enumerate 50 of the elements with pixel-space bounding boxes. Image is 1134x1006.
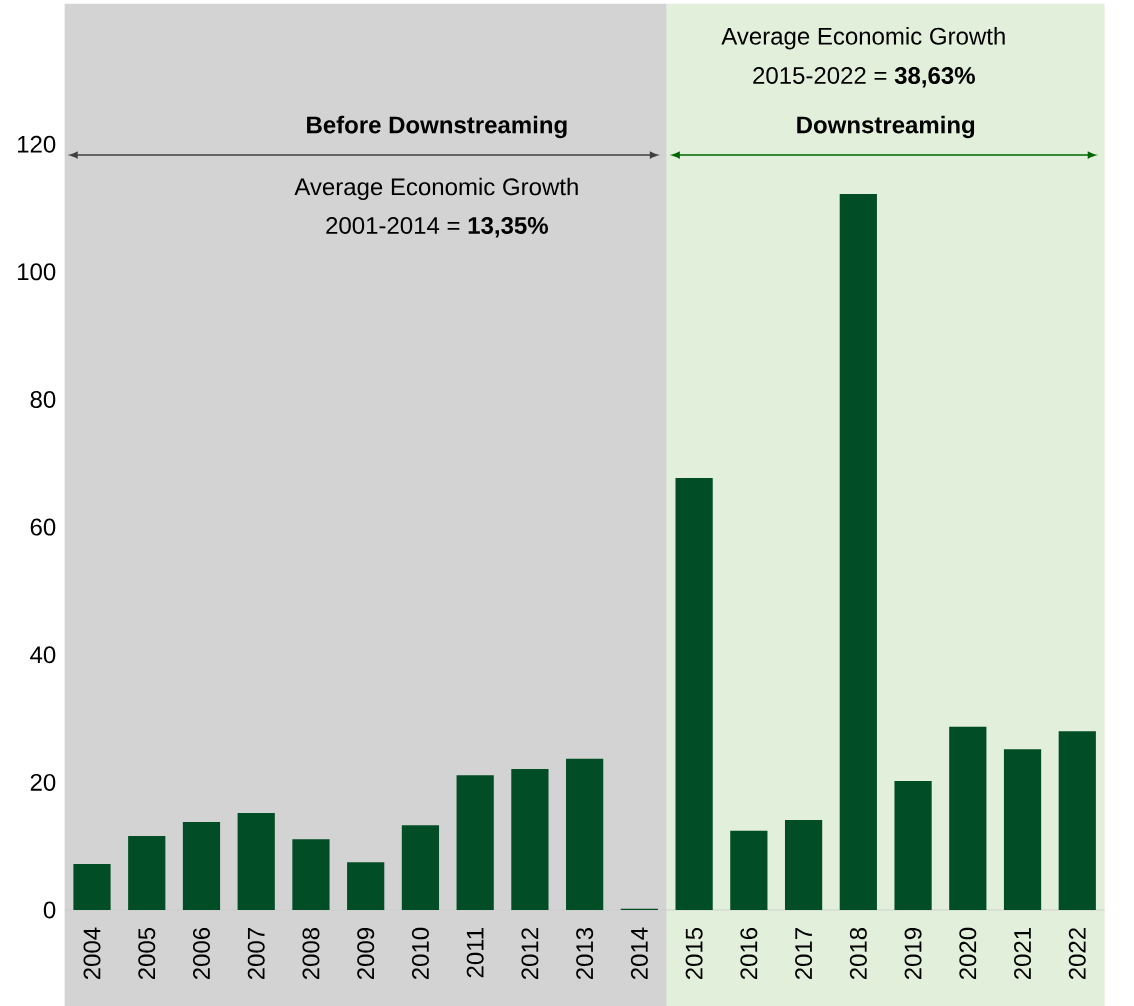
x-tick-label: 2021 (1014, 928, 1032, 980)
bar (1058, 731, 1096, 910)
x-tick-label: 2010 (411, 927, 429, 980)
bar (949, 726, 987, 910)
annotation: 2001-2014 = 13,35% (326, 216, 548, 238)
bar (237, 813, 275, 910)
bar (839, 193, 877, 910)
x-tick-label: 2022 (1068, 928, 1086, 980)
bar (511, 768, 549, 910)
band-label: Before Downstreaming (307, 115, 567, 139)
x-tick-label: 2011 (466, 928, 484, 978)
x-tick-label: 2007 (247, 928, 265, 980)
bar (456, 775, 494, 910)
y-tick-label: 80 (30, 390, 56, 408)
x-tick-label: 2004 (83, 927, 101, 980)
x-tick-label: 2020 (959, 927, 977, 980)
bar (73, 864, 111, 910)
bar (182, 821, 221, 910)
annotation: Average Economic Growth (294, 177, 578, 201)
x-tick-label: 2008 (302, 927, 320, 980)
bar (730, 830, 768, 910)
bar (1003, 749, 1042, 910)
y-tick-label: 0 (43, 901, 56, 919)
annotation: Average Economic Growth (721, 27, 1005, 50)
y-tick-label: 20 (30, 773, 56, 791)
bar (675, 477, 713, 910)
y-tick-label: 60 (30, 518, 56, 536)
x-tick-label: 2016 (740, 927, 758, 980)
x-tick-label: 2006 (192, 927, 210, 980)
x-tick-label: 2018 (849, 927, 867, 980)
x-tick-label: 2013 (576, 927, 594, 980)
annotation: 2015-2022 = 38,63% (753, 66, 975, 88)
x-tick-label: 2014 (630, 927, 648, 980)
bar (347, 862, 385, 910)
y-tick-label: 100 (18, 263, 56, 281)
x-tick-label: 2017 (795, 928, 813, 980)
bar (784, 820, 823, 910)
bar (292, 839, 330, 910)
band-label: Downstreaming (797, 115, 975, 139)
x-tick-label: 2005 (138, 927, 156, 980)
bar (128, 835, 166, 910)
bar (401, 825, 440, 910)
x-tick-label: 2009 (357, 928, 375, 980)
bar (894, 781, 932, 910)
x-tick-label: 2015 (685, 927, 703, 980)
x-tick-label: 2012 (521, 928, 539, 980)
bar (566, 758, 604, 910)
y-tick-label: 120 (18, 135, 56, 153)
x-tick-label: 2019 (904, 928, 922, 980)
y-tick-label: 40 (30, 646, 56, 664)
